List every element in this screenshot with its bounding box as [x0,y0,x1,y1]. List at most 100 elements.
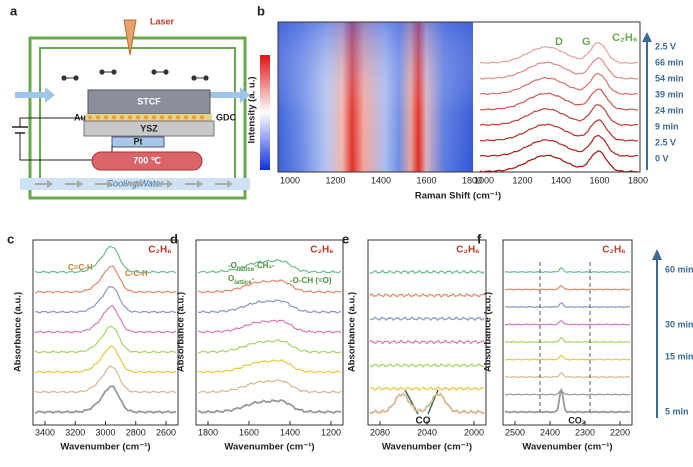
au-dot [128,115,132,120]
gas-label: C₂H₆ [148,245,171,256]
spectrum [197,319,342,334]
annotation-part: -O [228,261,237,270]
spectrum [504,267,631,274]
flow-arrow [65,180,83,188]
y-axis-label: Intensity (a. u.) [247,76,258,143]
spectrum [369,269,485,275]
spectrum [504,320,631,326]
flow-arrow [35,180,53,188]
raman-spectrum [479,104,639,127]
x-axis-label: Wavenumber (cm⁻¹) [522,442,612,453]
spectrum [504,354,631,361]
heatmap-shade [278,22,473,172]
au-dot [176,115,180,120]
atom [73,75,79,81]
y-axis-label: Absorbance (a.u.) [483,292,494,372]
x-tick-label: 2400 [540,427,560,437]
panel-label: a [10,3,18,18]
heater [91,151,203,171]
arrow [15,87,55,103]
atom [203,75,209,81]
x-tick-label: 1600 [239,427,259,437]
layer-label: Pt [134,136,143,146]
au-dot [96,115,100,120]
au-dot [200,115,204,120]
x-tick-label: 1000 [474,175,494,185]
atom [61,75,67,81]
laser [123,19,137,56]
spectrum [34,265,177,294]
spectrum [504,336,631,344]
flow-arrow [185,180,203,188]
spectrum [34,365,177,394]
spectrum [369,316,485,322]
time-label: 2.5 V [655,41,676,51]
au-dot [192,115,196,120]
annotation: CO [416,416,431,427]
gas-label: C₂H₆ [456,245,479,256]
temperature: 700 ℃ [133,155,161,165]
spectrum [197,299,342,314]
plot-frame [502,239,633,426]
annotation: C-C-H [125,269,148,278]
au-dot [152,115,156,120]
x-tick-label: 1600 [416,175,436,185]
au-dot [104,115,108,120]
annotation: CO₂ [568,415,586,425]
spectrum [34,325,177,354]
x-tick-label: 3000 [95,427,115,437]
x-tick-label: 1400 [551,175,571,185]
spectrum [504,387,630,414]
plot-frame [195,239,344,426]
x-tick-label: 2040 [417,427,437,437]
flow-arrow [95,180,113,188]
panel-label: c [7,231,14,246]
layer-label: YSZ [140,123,158,133]
raman-spectrum [480,119,639,142]
x-tick-label: 1400 [371,175,391,185]
panel-label: d [170,231,178,246]
spectrum [369,392,485,415]
time-arrow-head [642,32,652,42]
time-label: 9 min [655,121,679,131]
time-label: 5 min [665,406,689,416]
x-tick-label: 1800 [628,175,648,185]
spectrum [35,344,177,374]
time-label: 0 V [655,153,669,163]
y-axis-label: Absorbance (a.u.) [176,292,187,372]
x-tick-label: 1800 [198,427,218,437]
layer-label: GDC [216,112,237,122]
gas-label: C₂H₆ [310,245,333,256]
atom [191,75,197,81]
spectrum [504,372,631,379]
laser-label: Laser [150,16,175,26]
frame [277,21,641,173]
time-label: 2.5 V [655,137,676,147]
au-dot [120,115,124,120]
panel-label: b [257,3,265,18]
y-axis-label: Absorbance (a.u.) [347,292,358,372]
annotation-part: lattice [234,280,252,286]
au-dot [136,115,140,120]
spectrum [197,379,342,394]
x-axis-label: Wavenumber (cm⁻¹) [382,442,472,453]
time-label: 60 min [665,264,693,274]
spectrum [197,339,342,354]
x-tick-label: 2000 [464,427,484,437]
time-label: 39 min [655,89,684,99]
x-axis-label: Raman Shift (cm⁻¹) [415,191,501,202]
x-tick-label: 1000 [280,175,300,185]
plot-frame [367,239,487,426]
spectrum [369,339,485,345]
pt-layer [111,136,165,148]
peak-label: G [582,36,591,48]
x-tick-label: 1400 [280,427,300,437]
layer-label: Au [74,112,86,122]
annotation-part: O [228,274,234,283]
x-tick-label: 2200 [610,427,630,437]
spectrum [197,279,342,294]
flow-arrow [215,180,233,188]
ysz-layer [83,120,215,137]
panel-label: e [342,231,349,246]
